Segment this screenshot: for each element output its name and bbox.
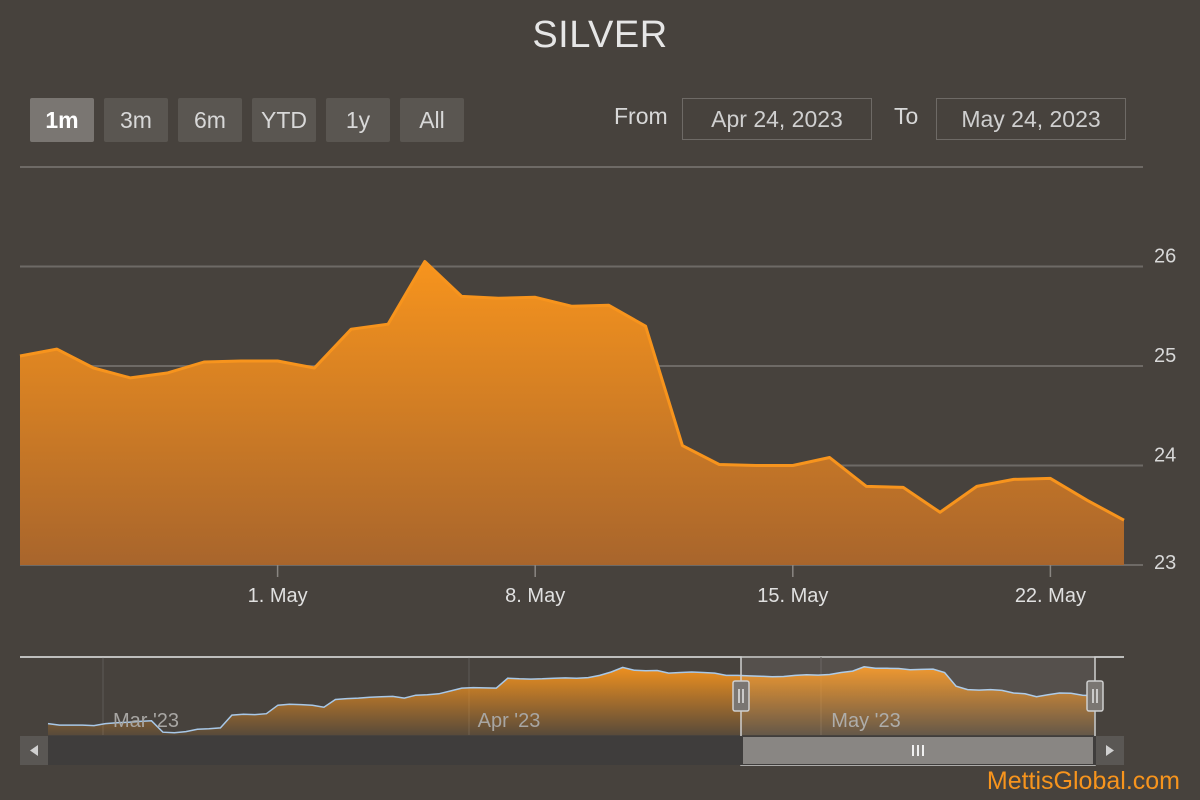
range-button-all[interactable]: All [400, 98, 464, 142]
from-label: From [614, 103, 668, 129]
x-tick-label: 22. May [1015, 585, 1086, 607]
navigator-line [47, 666, 1095, 734]
navigator-month-label: May '23 [831, 710, 900, 732]
series-area [20, 261, 1124, 565]
scroll-left-arrow-icon [30, 745, 38, 756]
to-date-input[interactable]: May 24, 2023 [936, 98, 1126, 140]
range-button-3m[interactable]: 3m [104, 98, 168, 142]
handle-body [732, 680, 750, 712]
range-button-1y[interactable]: 1y [326, 98, 390, 142]
y-tick-label: 25 [1154, 345, 1176, 367]
navigator-right-handle[interactable] [1086, 680, 1104, 712]
x-tick-label: 8. May [505, 585, 565, 607]
navigator-left-handle[interactable] [732, 680, 750, 712]
x-tick-label: 15. May [757, 585, 828, 607]
watermark-text: MettisGlobal.com [986, 767, 1180, 795]
y-tick-label: 23 [1154, 552, 1176, 574]
navigator-area [48, 666, 1094, 735]
from-date-input[interactable]: Apr 24, 2023 [682, 98, 872, 140]
navigator-selection [741, 658, 1095, 735]
series-line [19, 260, 1125, 522]
y-tick-label: 26 [1154, 246, 1176, 268]
x-tick-label: 1. May [248, 585, 308, 607]
range-button-ytd[interactable]: YTD [252, 98, 316, 142]
chart-title: SILVER [532, 14, 668, 56]
range-button-6m[interactable]: 6m [178, 98, 242, 142]
navigator-month-label: Apr '23 [478, 710, 541, 732]
to-label: To [894, 103, 919, 129]
navigator-month-label: Mar '23 [113, 710, 179, 732]
y-tick-label: 24 [1154, 445, 1176, 467]
range-button-1m[interactable]: 1m [30, 98, 94, 142]
scroll-right-arrow-icon [1106, 745, 1114, 756]
handle-body [1086, 680, 1104, 712]
